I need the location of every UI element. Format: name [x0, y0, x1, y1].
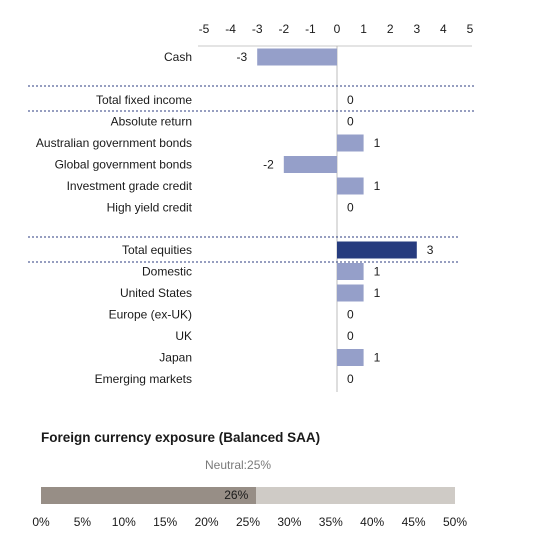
x-tick-label: -4 — [225, 22, 236, 36]
fx-x-tick-label: 0% — [32, 515, 50, 529]
bar-total-equities — [337, 241, 417, 259]
bars — [257, 48, 417, 366]
axis-lines — [198, 45, 472, 392]
fx-x-tick-label: 15% — [153, 515, 178, 529]
bar-global-government-bonds — [283, 156, 337, 173]
value-label-australian-government-bonds: 1 — [374, 136, 381, 150]
value-label-investment-grade-credit: 1 — [374, 179, 381, 193]
value-label-uk: 0 — [347, 329, 354, 343]
x-axis-ticks: -5 -4 -3 -2 -1 0 1 2 3 4 5 — [199, 22, 474, 36]
value-label-global-government-bonds: -2 — [263, 158, 274, 172]
value-label-high-yield-credit: 0 — [347, 201, 354, 215]
row-label-united-states: United States — [120, 286, 192, 300]
value-label-cash: -3 — [237, 50, 248, 64]
fx-x-tick-label: 20% — [194, 515, 219, 529]
x-tick-label: 0 — [334, 22, 341, 36]
row-label-europe-ex-uk: Europe (ex-UK) — [109, 308, 192, 322]
row-label-investment-grade-credit: Investment grade credit — [67, 179, 193, 193]
row-label-total-fixed-income: Total fixed income — [96, 93, 192, 107]
row-label-absolute-return: Absolute return — [111, 115, 192, 129]
group-dividers — [28, 85, 476, 263]
fx-bar-track: 26% — [41, 487, 455, 504]
fx-bar-value-label: 26% — [224, 488, 249, 502]
fx-neutral-label: Neutral:25% — [205, 458, 272, 472]
x-tick-label: 2 — [387, 22, 394, 36]
bar-domestic — [337, 263, 364, 280]
fx-bar-fill — [41, 487, 257, 504]
value-labels: -3 0 0 1 -2 1 0 3 1 1 0 0 1 0 — [237, 50, 434, 386]
value-label-japan: 1 — [374, 351, 381, 365]
x-tick-label: -1 — [305, 22, 316, 36]
fx-x-tick-label: 40% — [360, 515, 385, 529]
row-label-high-yield-credit: High yield credit — [107, 201, 193, 215]
x-tick-label: -5 — [199, 22, 210, 36]
fx-x-tick-label: 5% — [73, 515, 92, 529]
value-label-total-fixed-income: 0 — [347, 93, 354, 107]
fx-x-axis: 0% 5% 10% 15% 20% 25% 30% 35% 40% 45% 50% — [32, 515, 467, 531]
row-label-cash: Cash — [164, 50, 192, 64]
row-label-australian-government-bonds: Australian government bonds — [36, 136, 192, 150]
value-label-domestic: 1 — [374, 265, 381, 279]
fx-x-tick-label: 35% — [318, 515, 343, 529]
x-tick-label: -3 — [252, 22, 263, 36]
fx-x-tick-label: 45% — [401, 515, 426, 529]
row-label-uk: UK — [175, 329, 192, 343]
fx-x-tick-label: 10% — [111, 515, 136, 529]
bar-japan — [337, 349, 364, 366]
x-tick-label: 3 — [413, 22, 420, 36]
x-tick-label: 4 — [440, 22, 447, 36]
row-label-domestic: Domestic — [142, 265, 192, 279]
row-label-total-equities: Total equities — [122, 243, 192, 257]
fx-chart-title: Foreign currency exposure (Balanced SAA) — [41, 430, 321, 445]
value-label-emerging-markets: 0 — [347, 372, 354, 386]
x-tick-label: -2 — [278, 22, 289, 36]
fx-x-tick-label: 30% — [277, 515, 302, 529]
value-label-europe-ex-uk: 0 — [347, 308, 354, 322]
value-label-total-equities: 3 — [427, 243, 434, 257]
row-label-global-government-bonds: Global government bonds — [55, 158, 192, 172]
bar-investment-grade-credit — [337, 177, 364, 195]
x-tick-label: 1 — [360, 22, 367, 36]
bar-cash — [257, 48, 337, 66]
fx-x-tick-label: 25% — [235, 515, 261, 529]
fx-x-tick-label: 50% — [442, 515, 468, 529]
x-tick-label: 5 — [467, 22, 474, 36]
row-label-japan: Japan — [159, 351, 192, 365]
value-label-absolute-return: 0 — [347, 115, 354, 129]
value-label-united-states: 1 — [374, 286, 381, 300]
row-label-emerging-markets: Emerging markets — [95, 372, 192, 386]
row-labels: Cash Total fixed income Absolute return Aus… — [36, 50, 193, 386]
bar-australian-government-bonds — [337, 134, 364, 152]
bar-united-states — [337, 284, 364, 302]
